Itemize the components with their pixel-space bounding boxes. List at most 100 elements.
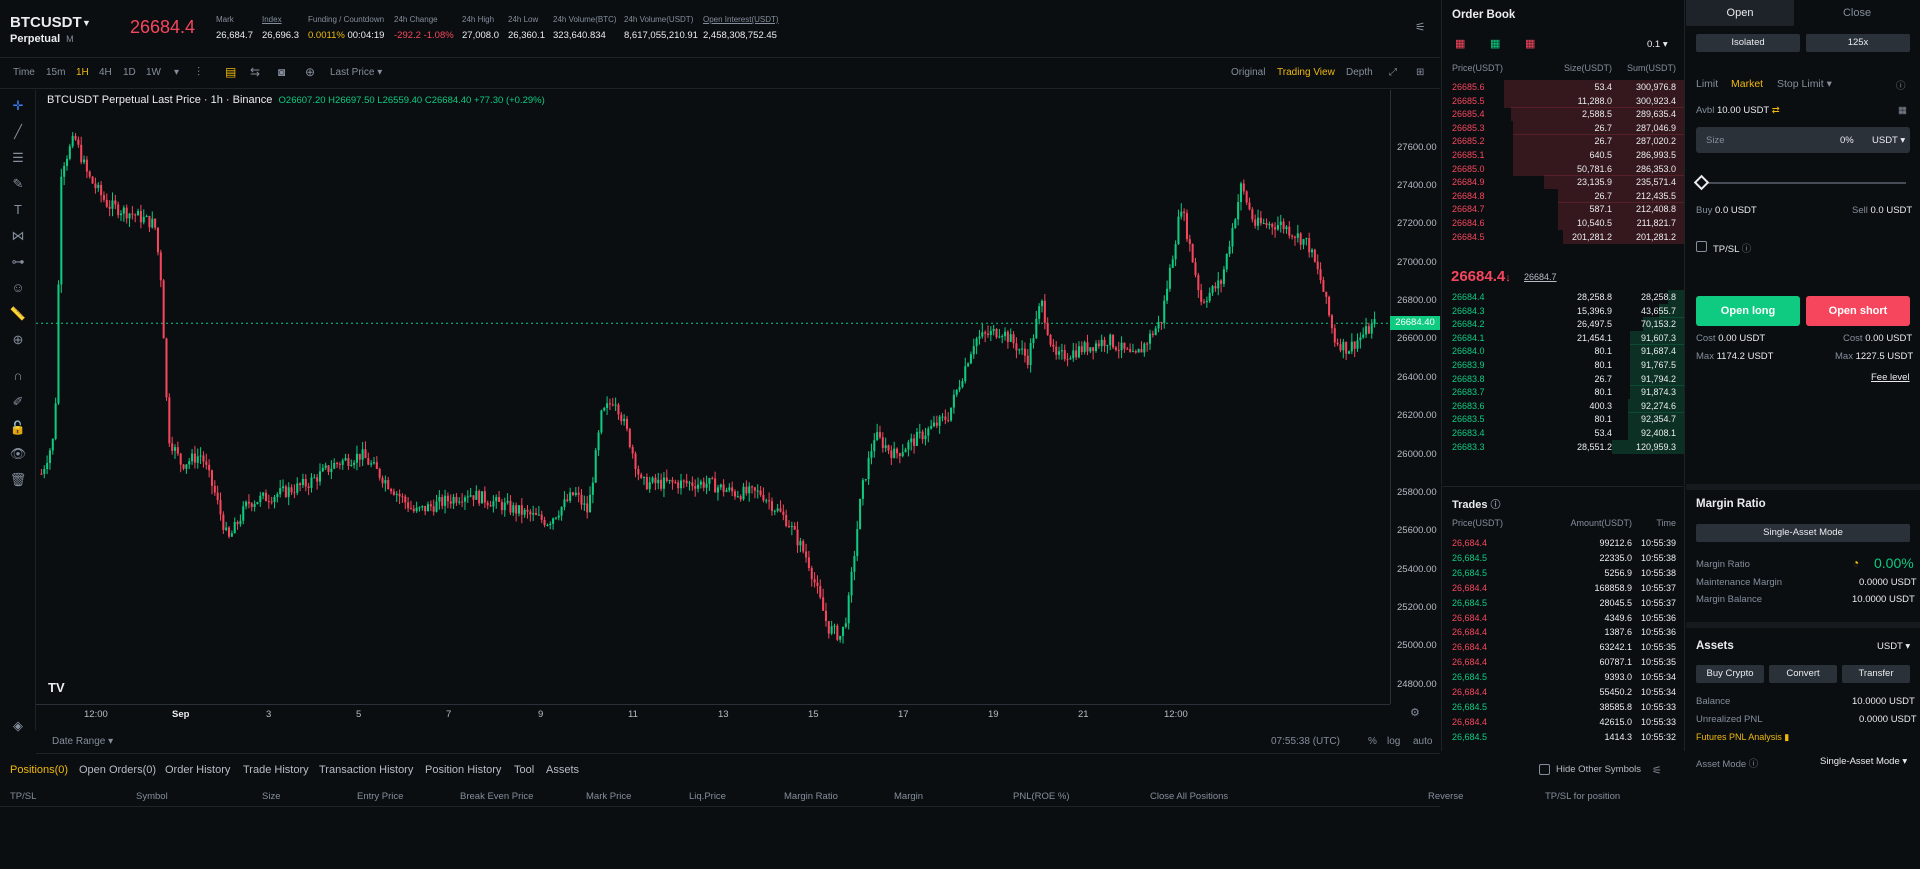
tab-assets[interactable]: Assets xyxy=(546,764,580,776)
percent-toggle[interactable]: % xyxy=(1368,736,1377,747)
lock-drawing-icon[interactable]: ✐ xyxy=(12,394,24,409)
ask-row[interactable]: 26685.4 2,588.5 289,635.4 xyxy=(1442,107,1684,122)
view-depth[interactable]: Depth xyxy=(1346,67,1373,78)
filter-icon[interactable]: ⚟ xyxy=(1652,765,1662,777)
price-axis[interactable]: 27600.00 27400.00 27200.00 27000.00 26800.00… xyxy=(1390,90,1440,704)
time-axis[interactable]: 12:00 Sep 3 5 7 9 11 13 15 17 19 21 12:00 xyxy=(36,704,1390,724)
prediction-icon[interactable]: ⊶ xyxy=(11,254,25,269)
symbol-name[interactable]: BTCUSDT xyxy=(10,14,82,31)
candle-type-icon[interactable]: ⫶ xyxy=(197,65,201,79)
transfer-button[interactable]: Transfer xyxy=(1842,665,1910,683)
order-type-limit[interactable]: Limit xyxy=(1696,78,1719,90)
bid-row[interactable]: 26683.6 400.3 92,274.6 xyxy=(1442,398,1684,413)
chevron-down-icon[interactable]: ▼ xyxy=(82,18,91,28)
horizontal-lines-icon[interactable]: ☰ xyxy=(12,150,24,165)
book-bids-icon[interactable]: ▦ xyxy=(1490,38,1501,50)
bid-row[interactable]: 26684.0 80.1 91,687.4 xyxy=(1442,344,1684,359)
margin-mode-button[interactable]: Isolated xyxy=(1696,34,1800,52)
fee-level-link[interactable]: Fee level xyxy=(1871,372,1910,383)
magnet-icon[interactable]: ∩ xyxy=(13,368,23,383)
expand-icon[interactable]: ⤢ xyxy=(1389,67,1397,78)
leverage-button[interactable]: 125x xyxy=(1806,34,1910,52)
tab-order-history[interactable]: Order History xyxy=(165,764,231,776)
trend-line-icon[interactable]: ╱ xyxy=(14,124,22,139)
ask-row[interactable]: 26684.6 10,540.5 211,821.7 xyxy=(1442,216,1684,230)
close-all-positions-button[interactable]: Close All Positions xyxy=(1150,791,1229,802)
asset-mode-select[interactable]: Single-Asset Mode ▾ xyxy=(1820,756,1908,767)
info-icon[interactable]: ⓘ xyxy=(1896,81,1906,92)
price-chart[interactable] xyxy=(36,90,1390,707)
date-range-button[interactable]: Date Range ▾ xyxy=(52,736,114,747)
view-trading-view[interactable]: Trading View xyxy=(1277,67,1335,78)
bid-row[interactable]: 26684.2 26,497.5 70,153.2 xyxy=(1442,317,1684,332)
auto-toggle[interactable]: auto xyxy=(1413,736,1433,747)
candlestick-chart[interactable] xyxy=(36,90,1390,704)
ask-row[interactable]: 26685.1 640.5 286,993.5 xyxy=(1442,148,1684,162)
crosshair-icon[interactable]: ✛ xyxy=(12,98,24,113)
tab-open[interactable]: Open xyxy=(1686,0,1794,26)
brush-icon[interactable]: ✎ xyxy=(12,176,24,191)
price-type-select[interactable]: Last Price ▾ xyxy=(330,67,383,78)
add-icon[interactable]: ⊕ xyxy=(305,65,316,79)
interval-1h[interactable]: 1H xyxy=(76,67,89,78)
compare-icon[interactable]: ⇆ xyxy=(250,65,261,79)
tab-transaction-history[interactable]: Transaction History xyxy=(319,764,414,776)
bid-row[interactable]: 26684.4 28,258.8 28,258.8 xyxy=(1442,290,1684,304)
tick-size-select[interactable]: 0.1 ▾ xyxy=(1647,39,1668,50)
utc-clock[interactable]: 07:55:38 (UTC) xyxy=(1271,736,1340,747)
interval-1d[interactable]: 1D xyxy=(123,67,136,78)
emoji-icon[interactable]: ☺ xyxy=(11,280,25,295)
book-asks-icon[interactable]: ▦ xyxy=(1525,38,1536,50)
tab-open-orders[interactable]: Open Orders(0) xyxy=(79,764,157,776)
bid-row[interactable]: 26684.3 15,396.9 43,655.7 xyxy=(1442,303,1684,318)
interval-time[interactable]: Time xyxy=(13,67,35,78)
open-short-button[interactable]: Open short xyxy=(1806,296,1910,326)
tab-close[interactable]: Close xyxy=(1842,7,1872,19)
ask-row[interactable]: 26684.9 23,135.9 235,571.4 xyxy=(1442,175,1684,190)
bid-row[interactable]: 26684.1 21,454.1 91,607.3 xyxy=(1442,330,1684,345)
futures-pnl-link[interactable]: Futures PNL Analysis ▮ xyxy=(1696,732,1790,742)
bid-row[interactable]: 26683.5 80.1 92,354.7 xyxy=(1442,412,1684,427)
stat-funding[interactable]: Funding / Countdown 0.0011% 00:04:19 xyxy=(308,15,385,41)
hide-other-checkbox[interactable] xyxy=(1539,764,1550,775)
interval-dropdown-icon[interactable]: ▾ xyxy=(174,67,180,78)
calculator-icon[interactable]: ▦ xyxy=(1898,105,1907,116)
tab-position-history[interactable]: Position History xyxy=(425,764,502,776)
bid-row[interactable]: 26683.8 26.7 91,794.2 xyxy=(1442,371,1684,386)
open-long-button[interactable]: Open long xyxy=(1696,296,1800,326)
trash-icon[interactable]: 🗑 xyxy=(9,472,27,487)
size-input[interactable]: Size 0% USDT ▾ xyxy=(1696,127,1910,153)
view-original[interactable]: Original xyxy=(1231,67,1266,78)
layout-icon[interactable]: ⊞ xyxy=(1416,67,1425,78)
text-tool-icon[interactable]: T xyxy=(14,202,22,217)
stat-index[interactable]: Index 26,696.3 xyxy=(262,15,299,41)
log-toggle[interactable]: log xyxy=(1387,736,1401,747)
tab-trade-history[interactable]: Trade History xyxy=(243,764,309,776)
size-slider[interactable] xyxy=(1700,182,1906,184)
camera-icon[interactable]: ◙ xyxy=(278,65,286,79)
ask-row[interactable]: 26684.8 26.7 212,435.5 xyxy=(1442,188,1684,203)
interval-4h[interactable]: 4H xyxy=(99,67,112,78)
size-unit-select[interactable]: USDT ▾ xyxy=(1872,135,1906,146)
bid-row[interactable]: 26683.3 28,551.2 120,959.3 xyxy=(1442,439,1684,454)
pattern-icon[interactable]: ⋈ xyxy=(11,228,25,243)
book-both-icon[interactable]: ▦ xyxy=(1455,38,1466,50)
layers-icon[interactable]: ◈ xyxy=(13,718,23,733)
ask-row[interactable]: 26685.2 26.7 287,020.2 xyxy=(1442,134,1684,149)
indicator-icon[interactable]: ▤ xyxy=(225,65,237,79)
settings-icon[interactable]: ⚟ xyxy=(1415,20,1426,34)
order-type-market[interactable]: Market xyxy=(1731,78,1764,90)
tab-positions[interactable]: Positions(0) xyxy=(10,764,69,776)
slider-handle[interactable] xyxy=(1693,174,1710,191)
ask-row[interactable]: 26684.7 587.1 212,408.8 xyxy=(1442,202,1684,217)
interval-15m[interactable]: 15m xyxy=(46,67,66,78)
buy-crypto-button[interactable]: Buy Crypto xyxy=(1696,665,1764,683)
ask-row[interactable]: 26685.6 53.4 300,976.8 xyxy=(1442,80,1684,94)
ruler-icon[interactable]: 📏 xyxy=(9,306,27,321)
ask-row[interactable]: 26684.5 201,281.2 201,281.2 xyxy=(1442,229,1684,244)
lock-icon[interactable]: 🔓 xyxy=(9,420,27,435)
tpsl-checkbox[interactable] xyxy=(1696,241,1707,252)
mid-mark-price[interactable]: 26684.7 xyxy=(1524,272,1557,282)
bid-row[interactable]: 26683.4 53.4 92,408.1 xyxy=(1442,426,1684,440)
bid-row[interactable]: 26683.7 80.1 91,874.3 xyxy=(1442,385,1684,400)
